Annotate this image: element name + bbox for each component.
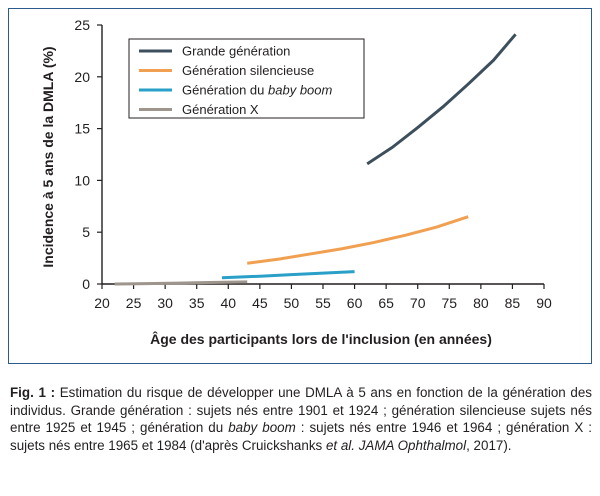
y-tick-label: 20 <box>74 69 90 85</box>
x-tick-label: 45 <box>252 295 268 311</box>
x-tick-label: 75 <box>441 295 457 311</box>
x-tick-label: 50 <box>284 295 300 311</box>
series-line-2 <box>247 215 469 265</box>
chart: 20 25 30 35 40 45 50 55 60 65 70 75 80 85 90 0 5 10 15 20 25… <box>40 17 552 347</box>
x-axis-label: Âge des participants lors de l'inclusion… <box>150 330 492 347</box>
y-tick-label: 10 <box>74 172 90 188</box>
x-tick-label: 30 <box>157 295 173 311</box>
x-tick-label: 65 <box>378 295 394 311</box>
x-tick-label: 25 <box>126 295 142 311</box>
x-tick-label: 55 <box>315 295 331 311</box>
x-tick-label: 85 <box>505 295 521 311</box>
legend-entry: Génération silencieuse <box>182 63 314 78</box>
caption-italic: baby boom <box>228 420 296 435</box>
legend-entry: Génération X <box>182 102 259 117</box>
legend-entry: Génération du baby boom <box>182 83 333 98</box>
y-axis-label: Incidence à 5 ans de la DMLA (%) <box>40 46 56 267</box>
series-line-4 <box>114 280 248 286</box>
figure-caption: Fig. 1 : Estimation du risque de dévelop… <box>10 384 592 454</box>
x-tick-label: 60 <box>347 295 363 311</box>
x-tick-label: 35 <box>189 295 205 311</box>
caption-text: : sujets nés entre 1946 et 1964 ; généra… <box>10 420 593 453</box>
x-tick-label: 20 <box>94 295 110 311</box>
x-tick-label: 80 <box>473 295 489 311</box>
y-tick-label: 15 <box>74 121 90 137</box>
x-tick-label: 90 <box>536 295 552 311</box>
series-line-3 <box>221 270 355 280</box>
y-tick-label: 0 <box>82 276 90 292</box>
caption-italic: et al. JAMA Ophthalmol <box>325 437 467 453</box>
x-tick-label: 70 <box>410 295 426 311</box>
caption-text: Estimation du risque de développer une D… <box>10 385 592 435</box>
series-line-1 <box>366 33 517 166</box>
y-tick-label: 5 <box>82 224 90 240</box>
chart-series <box>114 33 517 286</box>
caption-label: Fig. 1 : <box>10 385 56 400</box>
x-tick-label: 40 <box>220 295 236 311</box>
chart-legend: Grande génération Génération silencieuse G… <box>128 38 365 119</box>
legend-entry: Grande génération <box>182 44 290 59</box>
y-tick-label: 25 <box>74 17 90 33</box>
caption-text: , 2017). <box>466 437 512 453</box>
